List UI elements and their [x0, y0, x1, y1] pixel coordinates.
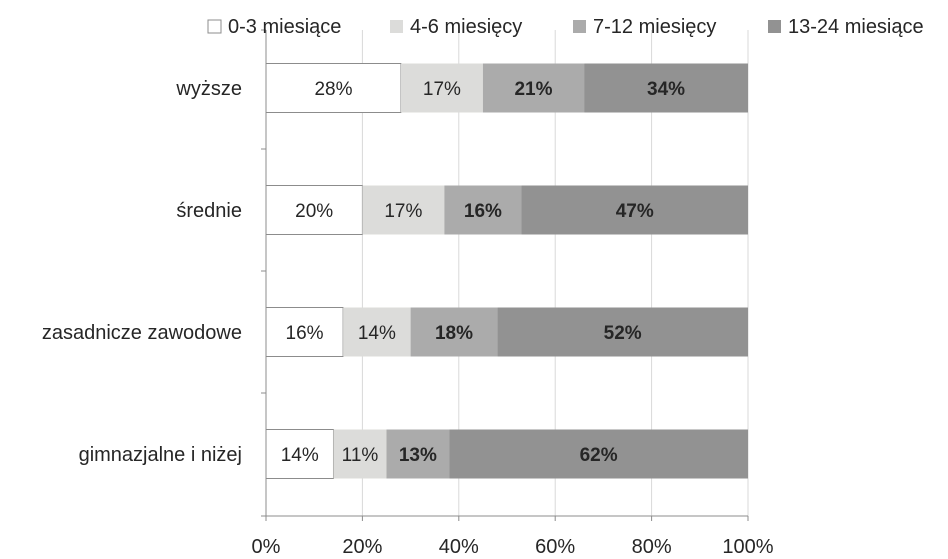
- bar-segment: [482, 63, 585, 113]
- category-label: gimnazjalne i niżej: [79, 444, 242, 466]
- bar-segment: [386, 429, 450, 479]
- data-label: 17%: [384, 201, 422, 222]
- data-label: 14%: [281, 445, 319, 466]
- data-label: 14%: [358, 323, 396, 344]
- data-label: 34%: [647, 79, 685, 100]
- bars: 28% 17% 21% 34% 20% 17% 16% 47% 16% 14% 18% 52% 14% 1…: [265, 63, 748, 479]
- bar-segment: [584, 63, 748, 113]
- x-tick-label: 100%: [722, 536, 773, 558]
- x-tick-label: 60%: [535, 536, 575, 558]
- data-label: 20%: [295, 201, 333, 222]
- data-label: 21%: [514, 79, 552, 100]
- legend-label: 7-12 miesięcy: [593, 16, 716, 38]
- bar-segment: [400, 63, 483, 113]
- category-label: wyższe: [175, 78, 242, 100]
- bar-segment: [449, 429, 748, 479]
- axes: [261, 29, 749, 521]
- category-label: średnie: [176, 200, 242, 222]
- data-label: 47%: [616, 201, 654, 222]
- legend-swatch: [573, 20, 586, 33]
- category-labels: wyższe średnie zasadnicze zawodowe gimnazja…: [42, 78, 242, 466]
- data-label: 52%: [604, 323, 642, 344]
- x-tick-label: 40%: [439, 536, 479, 558]
- legend-swatch: [768, 20, 781, 33]
- bar-segment: [521, 185, 748, 235]
- bar-segment: [444, 185, 522, 235]
- bar-segment: [265, 63, 402, 113]
- bar-segment: [343, 307, 411, 357]
- legend: 0-3 miesiące 4-6 miesięcy 7-12 miesięcy 13-…: [207, 16, 924, 38]
- bar-segment: [265, 429, 334, 479]
- x-tick-labels: 0% 20% 40% 60% 80% 100%: [252, 536, 774, 558]
- category-label: zasadnicze zawodowe: [42, 322, 242, 344]
- legend-label: 4-6 miesięcy: [410, 16, 522, 38]
- data-label: 16%: [464, 201, 502, 222]
- x-tick-label: 80%: [632, 536, 672, 558]
- legend-label: 13-24 miesiące: [788, 16, 924, 38]
- legend-swatch: [390, 20, 403, 33]
- bar-segment: [497, 307, 748, 357]
- data-label: 18%: [435, 323, 473, 344]
- data-label: 11%: [342, 445, 379, 466]
- x-tick-label: 0%: [252, 536, 281, 558]
- legend-label: 0-3 miesiące: [228, 16, 341, 38]
- data-label: 62%: [580, 445, 618, 466]
- data-label: 28%: [314, 79, 352, 100]
- data-label: 17%: [423, 79, 461, 100]
- x-tick-label: 20%: [342, 536, 382, 558]
- data-label: 13%: [399, 445, 437, 466]
- bar-segment: [410, 307, 498, 357]
- legend-swatch: [207, 19, 222, 34]
- data-label: 16%: [286, 323, 324, 344]
- bar-segment: [362, 185, 445, 235]
- bar-segment: [333, 429, 387, 479]
